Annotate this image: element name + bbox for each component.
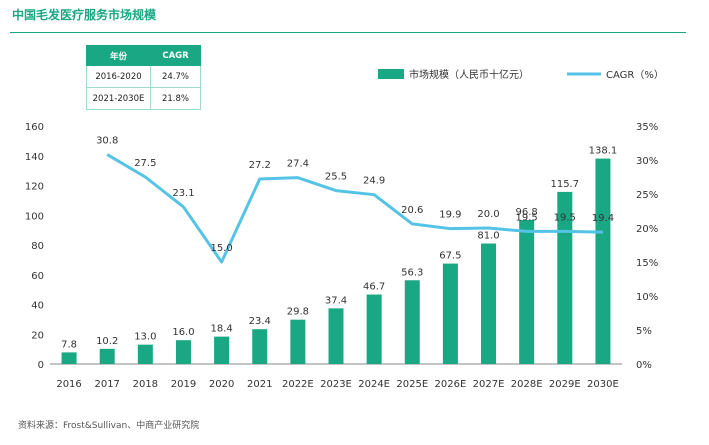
y-right-tick-label: 35% (636, 122, 658, 133)
y-right-tick-label: 30% (636, 156, 658, 167)
bar-data-label: 23.4 (249, 316, 271, 327)
bar (175, 340, 191, 364)
x-tick-label: 2022E (282, 379, 314, 390)
legend-line-label: CAGR（%） (606, 69, 664, 81)
bar (61, 352, 77, 364)
x-tick-label: 2018 (133, 379, 158, 390)
cagr-data-label: 27.4 (287, 159, 309, 170)
cagr-data-label: 19.4 (592, 213, 614, 224)
bar-data-label: 67.5 (439, 251, 461, 262)
cagr-data-label: 25.5 (325, 172, 347, 183)
bar (595, 158, 611, 364)
y-left-tick-label: 0 (38, 360, 44, 371)
bar (481, 243, 497, 364)
bar (366, 294, 382, 364)
cagr-data-label: 30.8 (96, 136, 118, 147)
x-tick-label: 2021 (247, 379, 272, 390)
bar-data-label: 16.0 (172, 327, 194, 338)
cagr-table-header: 年份 CAGR (86, 45, 201, 66)
y-right-tick-label: 5% (636, 326, 652, 337)
cagr-data-label: 19.9 (439, 210, 461, 221)
cagr-data-label: 19.5 (516, 212, 538, 223)
y-left-tick-label: 120 (25, 182, 44, 193)
bar (557, 191, 573, 364)
bar-series (61, 158, 611, 364)
bar-data-label: 56.3 (401, 267, 423, 278)
cagr-line (106, 153, 603, 264)
page-title: 中国毛发医疗服务市场规模 (12, 8, 157, 22)
x-tick-label: 2028E (511, 379, 543, 390)
x-tick-label: 2019 (171, 379, 196, 390)
bar-data-label: 37.4 (325, 295, 347, 306)
x-tick-label: 2029E (549, 379, 581, 390)
bar (328, 308, 344, 364)
cagr-table: 年份 CAGR 2016-2020 24.7% 2021-2030E 21.8% (86, 45, 201, 110)
bar-data-label: 13.0 (134, 332, 156, 343)
bar (137, 344, 153, 364)
x-tick-label: 2024E (358, 379, 390, 390)
cagr-data-label: 15.0 (210, 243, 232, 254)
y-left-tick-label: 60 (31, 271, 44, 282)
legend-bar-label: 市场规模（人民币十亿元） (409, 68, 529, 81)
bar-data-label: 46.7 (363, 282, 385, 293)
bar (442, 263, 458, 364)
cagr-table-header-cagr: CAGR (150, 45, 201, 66)
x-tick-label: 2020 (209, 379, 234, 390)
y-right-tick-label: 10% (636, 292, 658, 303)
bar (290, 319, 306, 364)
title-divider (10, 32, 686, 33)
cagr-table-value: 21.8% (150, 87, 201, 110)
bar-data-label: 96.8 (516, 207, 538, 218)
y-left-tick-label: 140 (25, 152, 44, 163)
cagr-data-label: 19.5 (554, 212, 576, 223)
x-tick-label: 2017 (94, 379, 119, 390)
axes: 0 20 40 60 80 100 120 140 160 0% 5% 10% 15% 20% 25% 30%… (25, 122, 658, 390)
cagr-data-label: 23.1 (172, 188, 194, 199)
x-tick-label: 2016 (56, 379, 81, 390)
bar (519, 220, 535, 364)
x-tick-label: 2027E (473, 379, 505, 390)
y-right-tick-label: 0% (636, 360, 652, 371)
bar (214, 336, 230, 364)
bar-data-label: 138.1 (589, 146, 618, 157)
bar (99, 348, 115, 364)
y-right-tick-label: 20% (636, 224, 658, 235)
cagr-table-period: 2021-2030E (86, 87, 151, 110)
x-tick-label: 2025E (396, 379, 428, 390)
legend-bar-swatch (378, 69, 404, 79)
y-left-tick-label: 20 (31, 330, 44, 341)
cagr-data-label: 27.2 (249, 160, 271, 171)
y-right-tick-label: 15% (636, 258, 658, 269)
y-left-tick-label: 160 (25, 122, 44, 133)
bar-data-label: 81.0 (477, 231, 499, 242)
data-labels: 7.8 10.2 13.0 16.0 18.4 23.4 29.8 37.4 46.7 56.3 6… (61, 136, 617, 351)
cagr-table-row: 2021-2030E 21.8% (86, 87, 201, 110)
y-left-tick-label: 80 (31, 241, 44, 252)
bar-data-label: 29.8 (287, 307, 309, 318)
y-left-tick-label: 40 (31, 301, 44, 312)
x-tick-label: 2023E (320, 379, 352, 390)
bar-data-label: 7.8 (61, 339, 77, 350)
y-right-tick-label: 25% (636, 190, 658, 201)
source-note: 资料来源：Frost&Sullivan、中商产业研究院 (18, 421, 200, 431)
cagr-data-label: 27.5 (134, 158, 156, 169)
bar (404, 280, 420, 364)
bar-data-label: 10.2 (96, 336, 118, 347)
bar-data-label: 115.7 (550, 179, 579, 190)
cagr-data-label: 24.9 (363, 176, 385, 187)
cagr-line-series (106, 153, 603, 264)
bar (252, 329, 268, 364)
x-tick-label: 2026E (435, 379, 467, 390)
cagr-data-label: 20.0 (477, 209, 499, 220)
cagr-data-label: 20.6 (401, 205, 423, 216)
y-left-tick-label: 100 (25, 211, 44, 222)
bar-data-label: 18.4 (210, 324, 232, 335)
legend: 市场规模（人民币十亿元） CAGR（%） (378, 68, 664, 81)
x-tick-label: 2030E (587, 379, 619, 390)
